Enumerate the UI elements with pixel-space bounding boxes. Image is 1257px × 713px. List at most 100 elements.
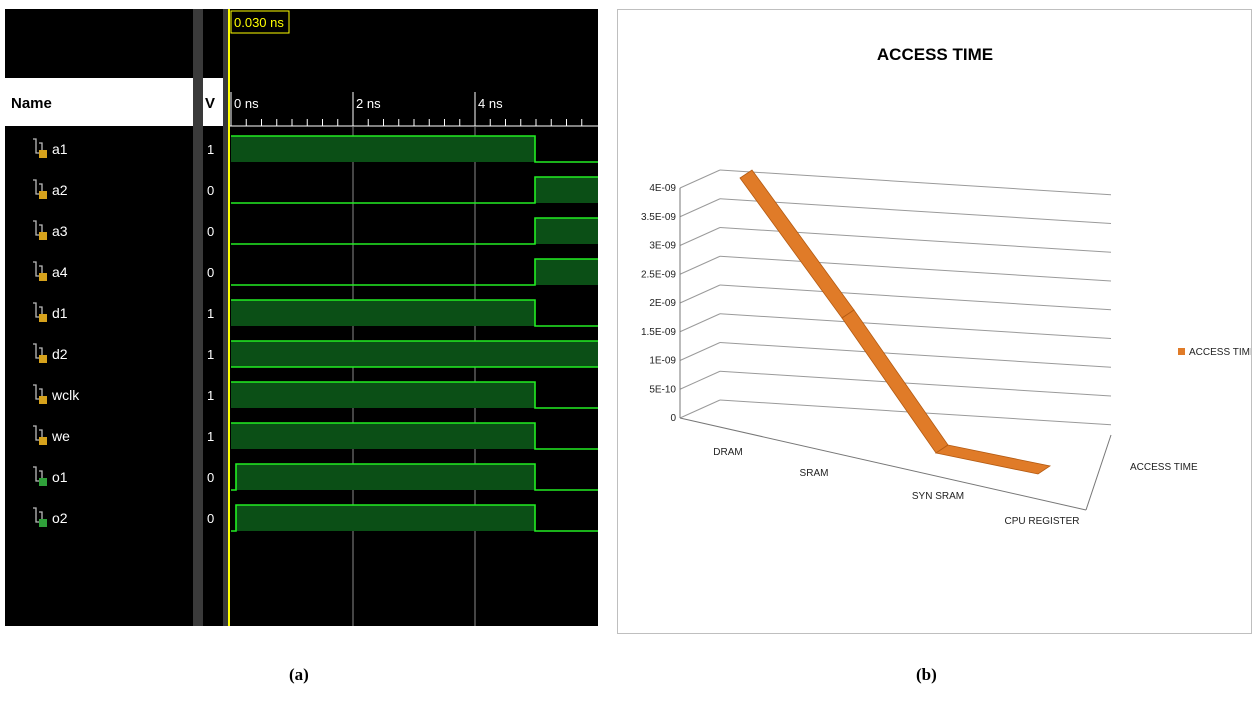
- waveform-fill: [535, 177, 598, 203]
- y-tick-label: 0: [670, 413, 676, 424]
- value-header: V: [205, 95, 215, 112]
- chart-title: ACCESS TIME: [877, 45, 993, 64]
- category-label: DRAM: [713, 447, 742, 458]
- time-tick-label: 2 ns: [356, 96, 381, 111]
- input-signal-icon: [33, 302, 47, 322]
- waveform-fill: [231, 423, 535, 449]
- signal-name: d2: [52, 346, 68, 362]
- waveform-trace: [231, 258, 598, 286]
- signal-row-a1[interactable]: a1 1: [33, 135, 598, 163]
- value-header-bg: [203, 78, 223, 126]
- signal-name: a1: [52, 141, 68, 157]
- name-header-bg: [5, 78, 193, 126]
- waveform-trace: [231, 135, 598, 163]
- waveform-fill: [236, 464, 535, 490]
- access-time-chart: ACCESS TIME 0 5E-10 1E-09 1.5E-09 2E-09 2.5E-0…: [641, 45, 1257, 527]
- back-grid-line: [719, 342, 1112, 368]
- signal-name: o2: [52, 510, 68, 526]
- cursor-label: 0.030 ns: [234, 15, 284, 30]
- waveform-fill: [231, 382, 535, 408]
- signal-value: 0: [207, 224, 214, 239]
- chart-panel: ACCESS TIME 0 5E-10 1E-09 1.5E-09 2E-09 2.5E-0…: [617, 9, 1257, 634]
- legend-swatch: [1178, 348, 1185, 355]
- legend-label: ACCESS TIME: [1189, 347, 1251, 358]
- signal-value: 0: [207, 511, 214, 526]
- y-tick-label: 4E-09: [649, 183, 676, 194]
- input-signal-icon: [33, 261, 47, 281]
- side-grid-line: [679, 227, 721, 246]
- side-grid-line: [679, 342, 721, 361]
- signal-row-a3[interactable]: a3 0: [33, 217, 598, 245]
- signal-value: 1: [207, 429, 214, 444]
- back-grid-line: [719, 370, 1112, 397]
- side-grid-line: [679, 399, 721, 419]
- signal-row-a2[interactable]: a2 0: [33, 176, 598, 204]
- signal-value: 1: [207, 306, 214, 321]
- back-grid-line: [719, 198, 1112, 224]
- y-tick-label: 1.5E-09: [641, 327, 676, 338]
- back-grid-line: [719, 284, 1112, 311]
- waveform-fill: [231, 341, 598, 367]
- output-signal-icon: [33, 507, 47, 527]
- signal-name: o1: [52, 469, 68, 485]
- category-label: CPU REGISTER: [1004, 516, 1079, 527]
- signal-row-o2[interactable]: o2 0: [33, 504, 598, 532]
- signal-name: d1: [52, 305, 68, 321]
- side-grid-line: [679, 284, 721, 304]
- input-signal-icon: [33, 343, 47, 363]
- y-tick-label: 3.5E-09: [641, 212, 676, 223]
- series-segment[interactable]: [841, 309, 949, 454]
- waveform-trace: [231, 463, 598, 491]
- y-tick-label: 3E-09: [649, 241, 676, 252]
- signal-name: we: [51, 428, 70, 444]
- series-segment[interactable]: [934, 444, 1052, 475]
- input-signal-icon: [33, 179, 47, 199]
- signal-value: 1: [207, 388, 214, 403]
- side-grid-line: [679, 198, 721, 218]
- signal-value: 0: [207, 265, 214, 280]
- y-tick-label: 2E-09: [649, 298, 676, 309]
- waveform-fill: [231, 300, 535, 326]
- waveform-svg: Name V 0.030 ns 0 ns 2 ns 4 ns a1 1 a2 0 a3 0 a4 0 d1 1…: [5, 9, 598, 626]
- signal-row-a4[interactable]: a4 0: [33, 258, 598, 286]
- signal-row-we[interactable]: we 1: [33, 422, 598, 450]
- time-tick-label: 4 ns: [478, 96, 503, 111]
- input-signal-icon: [33, 138, 47, 158]
- signal-row-o1[interactable]: o1 0: [33, 463, 598, 491]
- caption-a: (a): [289, 665, 309, 684]
- input-signal-icon: [33, 220, 47, 240]
- column-divider[interactable]: [193, 9, 203, 626]
- waveform-fill: [535, 218, 598, 244]
- category-label: SYN SRAM: [912, 491, 964, 502]
- output-signal-icon: [33, 466, 47, 486]
- signal-row-d2[interactable]: d2 1: [33, 340, 598, 368]
- waveform-trace: [231, 422, 598, 450]
- column-divider[interactable]: [223, 9, 228, 626]
- waveform-panel: Name V 0.030 ns 0 ns 2 ns 4 ns a1 1 a2 0 a3 0 a4 0 d1 1…: [5, 9, 598, 626]
- side-grid-line: [679, 255, 721, 275]
- category-label: SRAM: [800, 468, 829, 479]
- waveform-trace: [231, 217, 598, 245]
- y-tick-label: 5E-10: [649, 384, 676, 395]
- name-header: Name: [11, 95, 52, 112]
- depth-axis-label: ACCESS TIME: [1130, 462, 1198, 473]
- input-signal-icon: [33, 425, 47, 445]
- time-tick-label: 0 ns: [234, 96, 259, 111]
- back-grid-line: [719, 169, 1112, 196]
- waveform-fill: [535, 259, 598, 285]
- series-segment[interactable]: [739, 169, 855, 319]
- back-grid-line: [719, 255, 1112, 282]
- signal-value: 0: [207, 183, 214, 198]
- signal-value: 0: [207, 470, 214, 485]
- legend: ACCESS TIME: [1178, 347, 1257, 358]
- side-grid-line: [679, 313, 721, 333]
- signal-row-d1[interactable]: d1 1: [33, 299, 598, 327]
- side-grid-line: [679, 370, 721, 390]
- waveform-trace: [231, 504, 598, 532]
- signal-name: a2: [52, 182, 68, 198]
- signal-row-wclk[interactable]: wclk 1: [33, 381, 598, 409]
- waveform-fill: [231, 136, 535, 162]
- input-signal-icon: [33, 384, 47, 404]
- signal-value: 1: [207, 347, 214, 362]
- waveform-trace: [231, 176, 598, 204]
